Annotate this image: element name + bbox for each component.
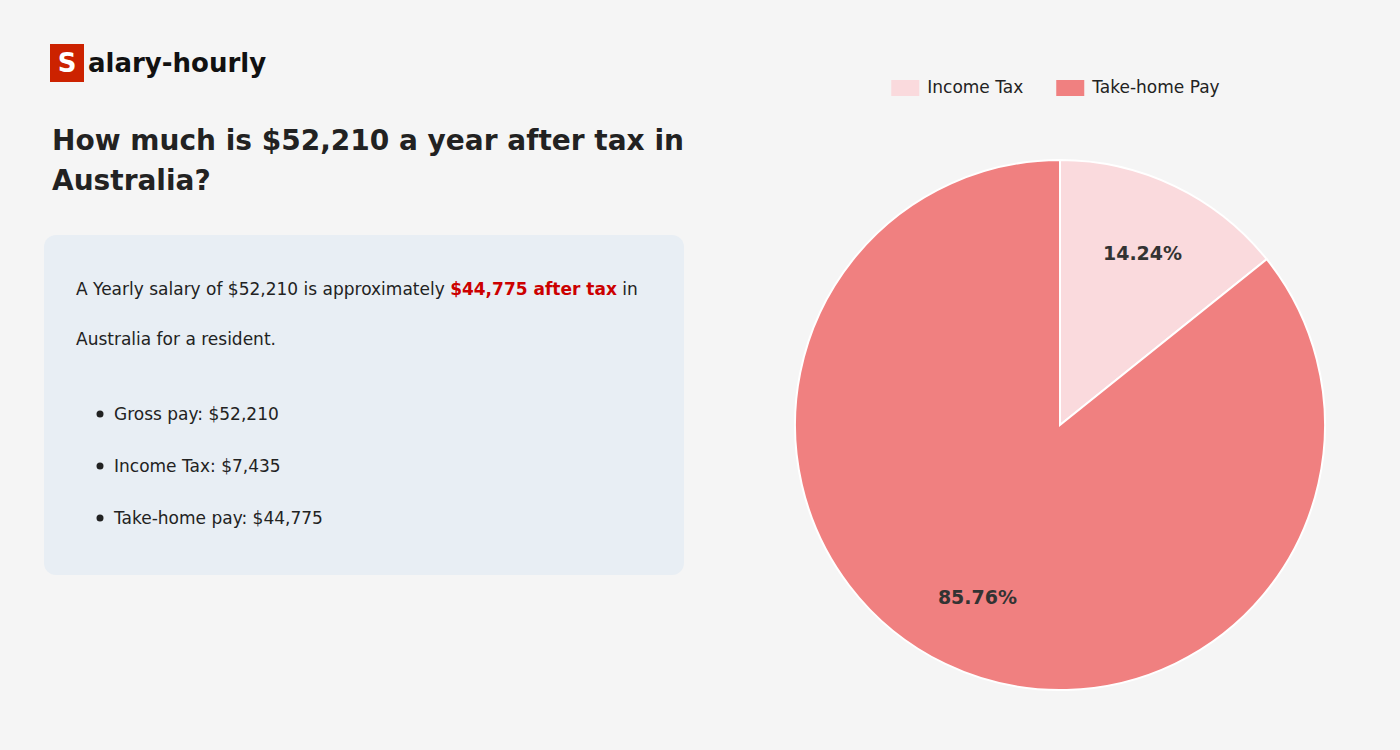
data-label: 85.76% xyxy=(938,586,1017,608)
description-part: $44,775 after tax xyxy=(450,279,617,299)
info-box xyxy=(44,235,684,575)
legend: Income Tax Take-home Pay xyxy=(891,77,1219,97)
bullet xyxy=(97,463,104,470)
chart: Salary-hourly How much is $52,210 a year … xyxy=(0,0,1400,750)
legend-swatch xyxy=(891,80,919,96)
bullet-item: Gross pay: $52,210 xyxy=(114,404,279,424)
data-label: 14.24% xyxy=(1103,242,1182,264)
legend-swatch xyxy=(1056,80,1084,96)
logo-letter: S xyxy=(58,48,77,78)
pie-slice xyxy=(795,160,1325,690)
bullet xyxy=(97,515,104,522)
legend-label: Income Tax xyxy=(927,77,1023,97)
description-part: in xyxy=(617,279,638,299)
background xyxy=(0,0,1400,750)
bullet-item: Income Tax: $7,435 xyxy=(114,456,281,476)
logo-box xyxy=(50,44,84,82)
title-line: How much is $52,210 a year after tax in xyxy=(52,124,684,157)
title: How much is $52,210 a year after tax in A… xyxy=(52,124,684,197)
description: Australia for a resident. xyxy=(76,329,276,349)
bullet-item: Take-home pay: $44,775 xyxy=(113,508,323,528)
description: A Yearly salary of $52,210 is approximat… xyxy=(76,279,638,299)
description-part: A Yearly salary of $52,210 is approximat… xyxy=(76,279,450,299)
bullet xyxy=(97,411,104,418)
pie xyxy=(795,160,1325,690)
legend-label: Take-home Pay xyxy=(1091,77,1219,97)
title-line: Australia? xyxy=(52,164,211,197)
logo-text: alary-hourly xyxy=(88,48,266,78)
